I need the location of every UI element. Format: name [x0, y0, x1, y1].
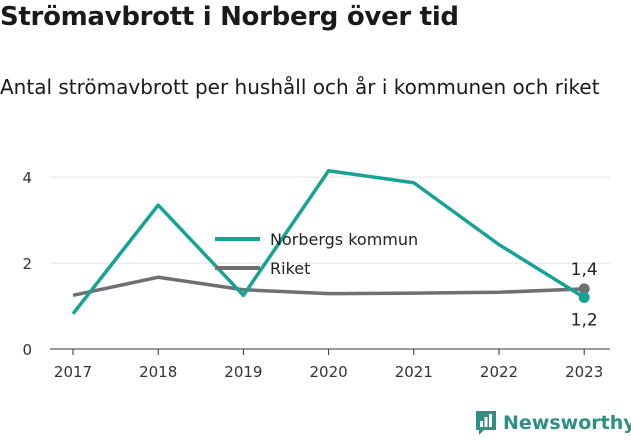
x-tick-label: 2018 [139, 363, 177, 381]
x-tick-label: 2020 [310, 363, 348, 381]
logo-text: Newsworthy [503, 412, 631, 434]
chart-subtitle: Antal strömavbrott per hushåll och år i … [0, 75, 600, 99]
legend-label-riket: Riket [270, 259, 310, 278]
series-line-norberg [71, 168, 586, 315]
x-tick-label: 2023 [565, 363, 603, 381]
series-end-dot-norberg [578, 291, 590, 303]
y-tick-label: 2 [22, 255, 32, 273]
chart-title: Strömavbrott i Norberg över tid [0, 2, 459, 32]
end-value-label-norberg: 1,2 [571, 310, 598, 330]
legend-label-norberg: Norbergs kommun [270, 230, 418, 249]
y-tick-label: 0 [22, 341, 32, 359]
x-tick-label: 2022 [480, 363, 518, 381]
x-tick-label: 2021 [395, 363, 433, 381]
bar-chart-speech-icon [475, 410, 497, 436]
series-end-dot-riket [578, 283, 590, 295]
x-tick-label: 2017 [54, 363, 92, 381]
x-tick-label: 2019 [224, 363, 262, 381]
end-value-label-riket: 1,4 [571, 260, 598, 280]
newsworthy-logo[interactable]: Newsworthy [475, 408, 631, 438]
series-line-riket [72, 275, 585, 298]
y-tick-label: 4 [22, 169, 32, 187]
